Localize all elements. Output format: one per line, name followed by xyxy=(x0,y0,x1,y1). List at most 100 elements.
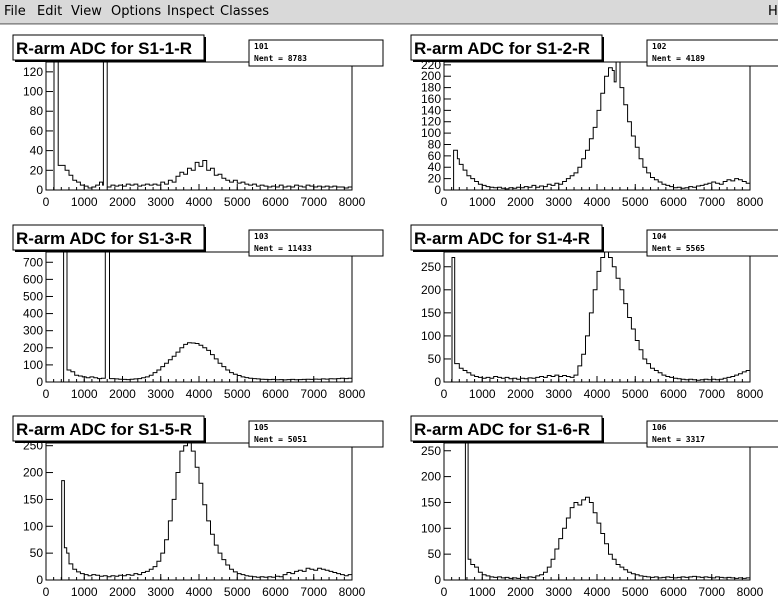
y-tick-label: 50 xyxy=(428,352,442,366)
histogram-line xyxy=(46,61,352,191)
x-tick-label: 3000 xyxy=(545,195,572,209)
stats-id: 103 xyxy=(254,232,269,241)
menu-view[interactable]: View xyxy=(71,4,102,19)
x-tick-label: 5000 xyxy=(622,195,649,209)
x-tick-label: 5000 xyxy=(224,585,251,599)
y-tick-label: 200 xyxy=(23,466,43,480)
x-tick-label: 2000 xyxy=(507,387,534,401)
x-tick-label: 8000 xyxy=(339,195,366,209)
x-tick-label: 0 xyxy=(441,585,448,599)
x-tick-label: 7000 xyxy=(300,585,327,599)
histogram-line xyxy=(444,61,750,191)
x-tick-label: 5000 xyxy=(224,195,251,209)
stats-box[interactable] xyxy=(248,39,384,67)
menu-help[interactable]: H xyxy=(768,4,778,19)
y-tick-label: 100 xyxy=(23,358,43,372)
title-box[interactable] xyxy=(410,224,603,251)
y-tick-label: 100 xyxy=(421,521,441,535)
y-tick-label: 40 xyxy=(428,160,442,174)
menu-inspect[interactable]: Inspect xyxy=(167,4,215,19)
x-tick-label: 3000 xyxy=(147,585,174,599)
y-tick-label: 0 xyxy=(434,375,441,389)
histogram-pad-6[interactable]: 0 1000 2000 3000 4000 5000 6000 7000 8000 0 50 100 1… xyxy=(410,415,778,599)
title-box[interactable] xyxy=(410,415,603,442)
title-box[interactable] xyxy=(12,34,205,61)
y-tick-label: 600 xyxy=(23,272,43,286)
plot-frame xyxy=(45,61,353,191)
x-tick-label: 0 xyxy=(43,387,50,401)
histogram-title: R-arm ADC for S1-3-R xyxy=(16,229,192,248)
menu-edit[interactable]: Edit xyxy=(37,4,63,19)
histogram-title: R-arm ADC for S1-4-R xyxy=(414,229,590,248)
y-tick-label: 180 xyxy=(421,81,441,95)
y-tick-label: 0 xyxy=(36,375,43,389)
stats-box[interactable] xyxy=(248,229,384,257)
y-tick-label: 20 xyxy=(30,163,44,177)
histogram-pad-3[interactable]: 0 1000 2000 3000 4000 5000 6000 7000 8000 0 100 200… xyxy=(12,224,384,401)
menu-file[interactable]: File xyxy=(4,4,26,19)
y-tick-label: 40 xyxy=(30,144,44,158)
x-tick-label: 8000 xyxy=(339,585,366,599)
plot-frame xyxy=(45,251,353,383)
title-box[interactable] xyxy=(12,224,205,251)
stats-id: 101 xyxy=(254,42,269,51)
y-tick-label: 140 xyxy=(421,103,441,117)
y-tick-label: 200 xyxy=(421,283,441,297)
stats-box[interactable] xyxy=(248,420,384,448)
x-tick-label: 7000 xyxy=(300,387,327,401)
y-tick-label: 20 xyxy=(428,172,442,186)
x-tick-label: 1000 xyxy=(469,387,496,401)
y-tick-label: 400 xyxy=(23,307,43,321)
x-tick-label: 4000 xyxy=(584,195,611,209)
histogram-line xyxy=(444,251,751,383)
y-tick-label: 0 xyxy=(36,573,43,587)
x-tick-label: 7000 xyxy=(300,195,327,209)
histogram-line xyxy=(444,442,751,581)
x-tick-label: 2000 xyxy=(109,195,136,209)
x-tick-label: 4000 xyxy=(186,195,213,209)
menu-options[interactable]: Options xyxy=(111,4,162,19)
y-tick-label: 50 xyxy=(30,546,44,560)
x-tick-label: 7000 xyxy=(698,195,725,209)
stats-box[interactable] xyxy=(646,229,778,257)
x-tick-label: 3000 xyxy=(545,387,572,401)
x-tick-label: 2000 xyxy=(109,387,136,401)
y-tick-label: 120 xyxy=(23,65,43,79)
stats-id: 104 xyxy=(652,232,667,241)
y-tick-label: 250 xyxy=(421,260,441,274)
y-tick-label: 50 xyxy=(428,547,442,561)
stats-entries: Nent = 4189 xyxy=(652,54,705,63)
x-tick-label: 5000 xyxy=(224,387,251,401)
x-tick-label: 3000 xyxy=(545,585,572,599)
y-tick-label: 100 xyxy=(23,519,43,533)
x-tick-label: 7000 xyxy=(698,585,725,599)
histogram-pad-2[interactable]: 0 1000 2000 3000 4000 5000 6000 7000 80000204060… xyxy=(410,34,778,209)
stats-box[interactable] xyxy=(646,420,778,448)
histogram-pad-1[interactable]: 0 1000 2000 3000 4000 5000 6000 7000 8000 0 20 40 60… xyxy=(12,34,384,209)
histogram-title: R-arm ADC for S1-1-R xyxy=(16,39,192,58)
x-tick-label: 6000 xyxy=(262,195,289,209)
plot-frame xyxy=(45,442,353,581)
x-tick-label: 4000 xyxy=(186,387,213,401)
title-box[interactable] xyxy=(12,415,205,442)
x-tick-label: 0 xyxy=(441,387,448,401)
histogram-line xyxy=(46,251,353,383)
y-tick-label: 500 xyxy=(23,289,43,303)
x-tick-label: 3000 xyxy=(147,387,174,401)
x-tick-label: 1000 xyxy=(469,585,496,599)
x-tick-label: 6000 xyxy=(660,195,687,209)
histogram-pad-4[interactable]: 0 1000 2000 3000 4000 5000 6000 7000 8000 0 50 100 1… xyxy=(410,224,778,401)
histogram-pad-5[interactable]: 0 1000 2000 3000 4000 5000 6000 7000 8000 0 50 100 1… xyxy=(12,415,384,599)
x-tick-label: 8000 xyxy=(737,387,764,401)
y-tick-label: 250 xyxy=(421,444,441,458)
root-canvas[interactable]: 0 1000 2000 3000 4000 5000 6000 7000 8000 0 20 40 60… xyxy=(0,24,778,600)
stats-box[interactable] xyxy=(646,39,778,67)
y-tick-label: 80 xyxy=(428,137,442,151)
histogram-title: R-arm ADC for S1-6-R xyxy=(414,420,590,439)
x-tick-label: 2000 xyxy=(507,585,534,599)
title-box[interactable] xyxy=(410,34,603,61)
stats-id: 106 xyxy=(652,423,667,432)
menu-classes[interactable]: Classes xyxy=(220,4,269,19)
y-tick-label: 150 xyxy=(421,495,441,509)
y-tick-label: 200 xyxy=(421,69,441,83)
